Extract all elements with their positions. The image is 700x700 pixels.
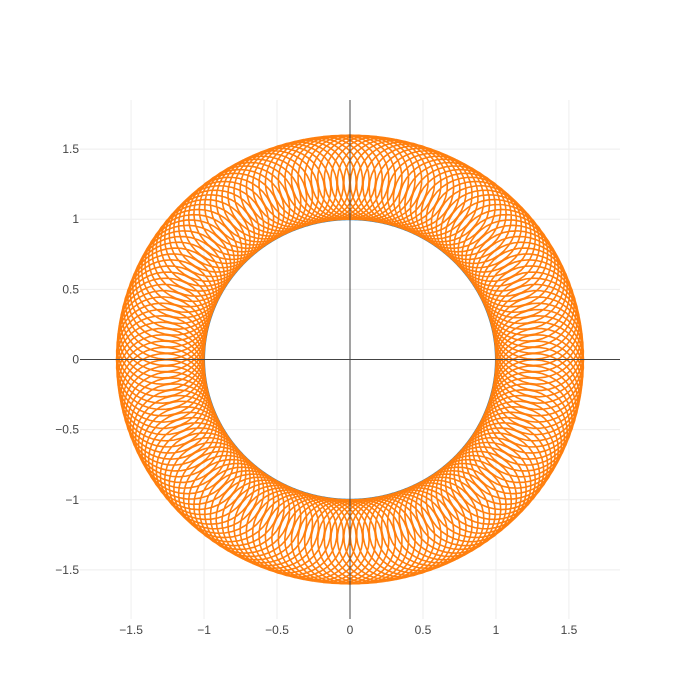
y-tick-label: −1.5 <box>55 563 79 577</box>
y-tick-label: −0.5 <box>55 423 79 437</box>
x-tick-label: −1 <box>197 623 211 637</box>
y-tick-label: −1 <box>65 493 79 507</box>
x-tick-label: 1.5 <box>561 623 578 637</box>
x-tick-label: 0.5 <box>415 623 432 637</box>
y-tick-label: 0 <box>72 353 79 367</box>
y-tick-label: 1 <box>72 212 79 226</box>
y-tick-label: 1.5 <box>62 142 79 156</box>
y-tick-label: 0.5 <box>62 282 79 296</box>
x-axis-tick-labels: −1.5 −1 −0.5 0 0.5 1 1.5 <box>119 623 577 637</box>
zero-lines <box>80 100 620 619</box>
x-tick-label: −0.5 <box>265 623 289 637</box>
x-tick-label: 1 <box>493 623 500 637</box>
x-tick-label: −1.5 <box>119 623 143 637</box>
y-axis-tick-labels: 1.5 1 0.5 0 −0.5 −1 −1.5 <box>55 142 79 577</box>
x-tick-label: 0 <box>347 623 354 637</box>
